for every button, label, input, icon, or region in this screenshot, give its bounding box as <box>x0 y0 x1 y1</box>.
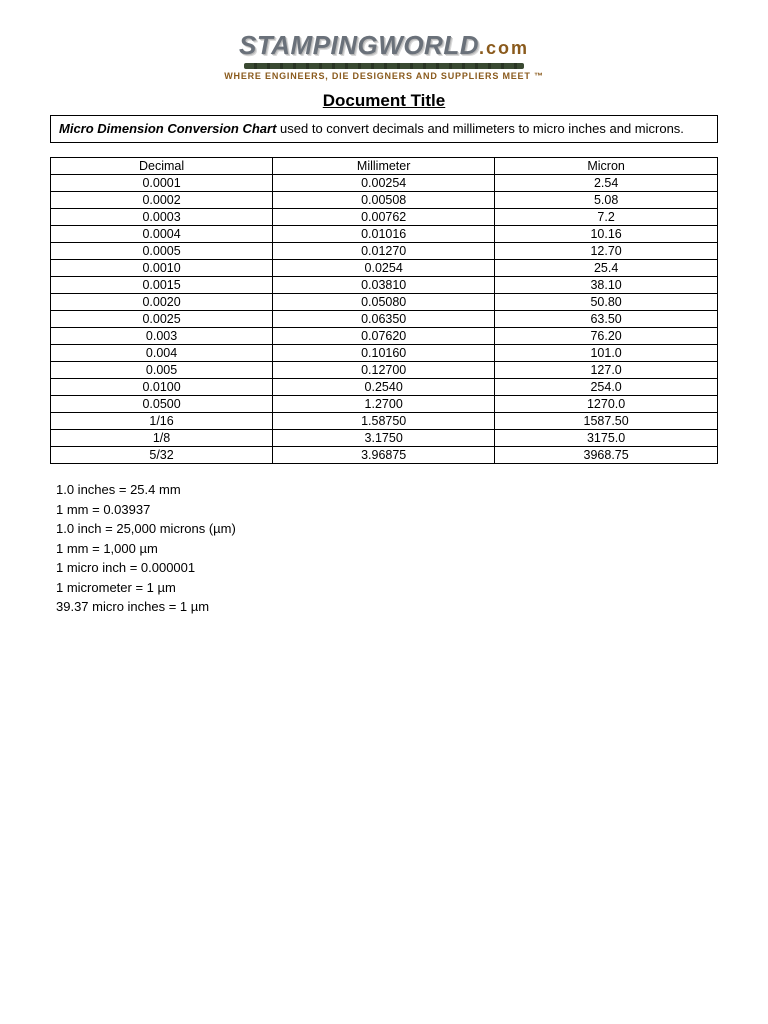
table-row: 0.00030.007627.2 <box>51 209 718 226</box>
table-cell: 0.00762 <box>273 209 495 226</box>
table-row: 0.00020.005085.08 <box>51 192 718 209</box>
table-row: 0.00200.0508050.80 <box>51 294 718 311</box>
table-row: 0.00040.0101610.16 <box>51 226 718 243</box>
table-cell: 38.10 <box>495 277 718 294</box>
logo-bar-icon <box>244 63 524 69</box>
table-cell: 0.10160 <box>273 345 495 362</box>
table-cell: 63.50 <box>495 311 718 328</box>
table-cell: 0.12700 <box>273 362 495 379</box>
table-cell: 1.58750 <box>273 413 495 430</box>
table-row: 0.00010.002542.54 <box>51 175 718 192</box>
table-body: 0.00010.002542.540.00020.005085.080.0003… <box>51 175 718 464</box>
table-row: 0.00050.0127012.70 <box>51 243 718 260</box>
table-head: DecimalMillimeterMicron <box>51 158 718 175</box>
table-row: 5/323.968753968.75 <box>51 447 718 464</box>
table-cell: 10.16 <box>495 226 718 243</box>
table-cell: 0.05080 <box>273 294 495 311</box>
description-text: used to convert decimals and millimeters… <box>276 121 684 136</box>
description-bold: Micro Dimension Conversion Chart <box>59 121 276 136</box>
logo-suffix: .com <box>479 38 529 58</box>
logo-tagline: WHERE ENGINEERS, DIE DESIGNERS AND SUPPL… <box>50 71 718 81</box>
conversion-notes: 1.0 inches = 25.4 mm1 mm = 0.039371.0 in… <box>50 480 718 617</box>
note-line: 1.0 inches = 25.4 mm <box>56 480 718 500</box>
table-cell: 5.08 <box>495 192 718 209</box>
table-cell: 0.0025 <box>51 311 273 328</box>
table-cell: 101.0 <box>495 345 718 362</box>
logo-main-text: STAMPINGWORLD <box>239 30 479 60</box>
table-row: 0.0050.12700127.0 <box>51 362 718 379</box>
table-cell: 0.0254 <box>273 260 495 277</box>
table-cell: 3.96875 <box>273 447 495 464</box>
page-title: Document Title <box>50 91 718 111</box>
table-cell: 0.004 <box>51 345 273 362</box>
table-header-cell: Decimal <box>51 158 273 175</box>
table-cell: 7.2 <box>495 209 718 226</box>
table-cell: 3968.75 <box>495 447 718 464</box>
document-page: STAMPINGWORLD.com WHERE ENGINEERS, DIE D… <box>0 0 768 1024</box>
table-cell: 1587.50 <box>495 413 718 430</box>
note-line: 1 micrometer = 1 µm <box>56 578 718 598</box>
table-cell: 0.03810 <box>273 277 495 294</box>
table-row: 0.00250.0635063.50 <box>51 311 718 328</box>
table-cell: 0.2540 <box>273 379 495 396</box>
table-cell: 0.00254 <box>273 175 495 192</box>
table-header-row: DecimalMillimeterMicron <box>51 158 718 175</box>
note-line: 1 mm = 0.03937 <box>56 500 718 520</box>
table-row: 1/83.17503175.0 <box>51 430 718 447</box>
table-row: 0.05001.27001270.0 <box>51 396 718 413</box>
table-cell: 0.0100 <box>51 379 273 396</box>
table-cell: 0.0015 <box>51 277 273 294</box>
table-cell: 0.0003 <box>51 209 273 226</box>
table-cell: 5/32 <box>51 447 273 464</box>
logo-block: STAMPINGWORLD.com WHERE ENGINEERS, DIE D… <box>50 30 718 81</box>
table-row: 0.0030.0762076.20 <box>51 328 718 345</box>
note-line: 1 micro inch = 0.000001 <box>56 558 718 578</box>
table-cell: 0.01270 <box>273 243 495 260</box>
table-cell: 0.003 <box>51 328 273 345</box>
note-line: 1.0 inch = 25,000 microns (µm) <box>56 519 718 539</box>
table-cell: 0.0002 <box>51 192 273 209</box>
table-row: 0.0040.10160101.0 <box>51 345 718 362</box>
table-cell: 0.01016 <box>273 226 495 243</box>
table-cell: 0.0004 <box>51 226 273 243</box>
table-cell: 0.0010 <box>51 260 273 277</box>
table-cell: 1270.0 <box>495 396 718 413</box>
description-box: Micro Dimension Conversion Chart used to… <box>50 115 718 143</box>
table-row: 0.00150.0381038.10 <box>51 277 718 294</box>
table-cell: 0.005 <box>51 362 273 379</box>
table-header-cell: Millimeter <box>273 158 495 175</box>
table-cell: 0.0005 <box>51 243 273 260</box>
table-cell: 0.0001 <box>51 175 273 192</box>
table-cell: 3.1750 <box>273 430 495 447</box>
table-cell: 1.2700 <box>273 396 495 413</box>
table-header-cell: Micron <box>495 158 718 175</box>
logo: STAMPINGWORLD.com <box>239 30 529 61</box>
table-cell: 1/16 <box>51 413 273 430</box>
table-cell: 0.0500 <box>51 396 273 413</box>
table-cell: 76.20 <box>495 328 718 345</box>
table-cell: 0.07620 <box>273 328 495 345</box>
conversion-table: DecimalMillimeterMicron 0.00010.002542.5… <box>50 157 718 464</box>
table-row: 0.00100.025425.4 <box>51 260 718 277</box>
note-line: 1 mm = 1,000 µm <box>56 539 718 559</box>
table-cell: 0.0020 <box>51 294 273 311</box>
table-row: 0.01000.2540254.0 <box>51 379 718 396</box>
table-cell: 127.0 <box>495 362 718 379</box>
table-cell: 25.4 <box>495 260 718 277</box>
table-cell: 1/8 <box>51 430 273 447</box>
note-line: 39.37 micro inches = 1 µm <box>56 597 718 617</box>
table-cell: 12.70 <box>495 243 718 260</box>
table-cell: 2.54 <box>495 175 718 192</box>
table-cell: 254.0 <box>495 379 718 396</box>
table-cell: 0.00508 <box>273 192 495 209</box>
table-row: 1/161.587501587.50 <box>51 413 718 430</box>
table-cell: 0.06350 <box>273 311 495 328</box>
table-cell: 50.80 <box>495 294 718 311</box>
table-cell: 3175.0 <box>495 430 718 447</box>
